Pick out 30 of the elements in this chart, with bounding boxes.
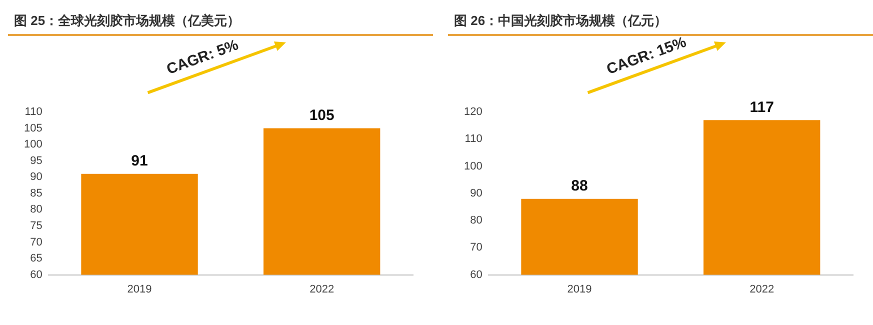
data-label: 117 [750, 98, 774, 116]
data-label: 105 [309, 106, 334, 124]
x-tick-label: 2019 [567, 283, 592, 296]
y-tick-label: 80 [470, 214, 482, 227]
x-tick-label: 2022 [750, 283, 774, 296]
y-tick-label: 80 [30, 204, 42, 216]
text: CAGR: 5% [164, 36, 241, 78]
chart-title: 图 26：中国光刻胶市场规模（亿元） [454, 13, 668, 28]
y-tick-label: 110 [464, 133, 482, 146]
chart-title: 图 25：全球光刻胶市场规模（亿美元） [8, 8, 433, 36]
y-tick-label: 90 [30, 171, 42, 184]
y-tick-label: 75 [30, 220, 42, 232]
y-tick-label: 70 [470, 242, 482, 254]
x-tick-label: 2022 [310, 283, 334, 296]
x-tick-label: 2019 [127, 283, 152, 296]
data-label: 91 [131, 152, 148, 170]
y-tick-label: 95 [30, 154, 42, 167]
y-tick-label: 105 [24, 122, 42, 134]
y-tick-label: 60 [30, 268, 42, 281]
y-tick-label: 110 [24, 106, 42, 118]
y-tick-label: 100 [464, 160, 482, 172]
y-tick-label: 70 [30, 236, 42, 248]
y-tick-label: 60 [470, 268, 482, 281]
y-tick-label: 100 [24, 138, 42, 151]
y-tick-label: 65 [30, 252, 42, 265]
data-label: 88 [571, 177, 588, 194]
y-tick-label: 90 [470, 187, 482, 200]
y-tick-label: 85 [30, 187, 42, 200]
text: CAGR: 15% [604, 34, 689, 78]
y-tick-label: 120 [464, 106, 482, 118]
